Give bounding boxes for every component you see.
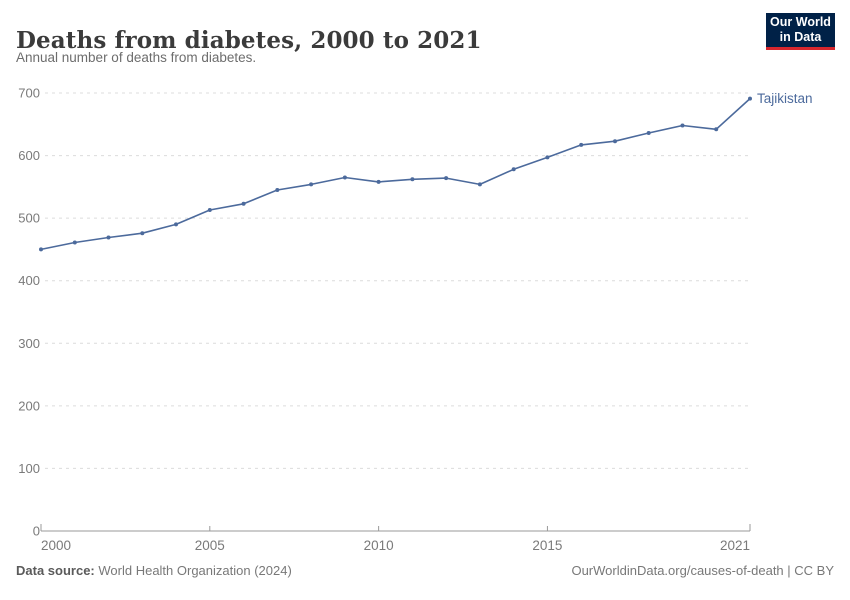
data-point[interactable] (410, 177, 415, 182)
data-point[interactable] (680, 123, 685, 128)
series-line[interactable] (40, 97, 751, 251)
data-source-value: World Health Organization (2024) (98, 563, 292, 578)
owid-logo-line2: in Data (779, 30, 822, 44)
y-tick-label: 400 (18, 273, 40, 288)
data-point[interactable] (613, 139, 617, 144)
y-tick-label: 300 (18, 336, 40, 351)
y-tick-label: 0 (33, 524, 40, 539)
data-point[interactable] (748, 96, 752, 101)
x-tick-label: 2005 (195, 538, 225, 553)
owid-logo[interactable]: Our World in Data (766, 13, 835, 50)
data-point[interactable] (106, 235, 111, 240)
chart-footer: Data source: World Health Organization (… (0, 563, 850, 578)
data-point[interactable] (39, 247, 43, 252)
data-point[interactable] (646, 131, 651, 135)
data-source: Data source: World Health Organization (… (16, 563, 292, 578)
data-point[interactable] (444, 176, 449, 181)
data-point[interactable] (140, 231, 145, 236)
y-tick-label: 100 (18, 461, 40, 476)
data-point[interactable] (275, 188, 280, 192)
data-point[interactable] (241, 201, 246, 206)
owid-logo-line1: Our World (770, 14, 831, 29)
data-point[interactable] (174, 222, 178, 227)
x-tick-label: 2021 (720, 538, 750, 553)
y-tick-label: 600 (18, 148, 40, 163)
data-source-label: Data source: (16, 563, 95, 578)
data-point[interactable] (477, 182, 482, 187)
entity-label[interactable]: Tajikistan (757, 91, 813, 106)
data-point[interactable] (72, 240, 77, 245)
data-point[interactable] (309, 182, 314, 187)
data-point[interactable] (376, 179, 381, 184)
data-point[interactable] (511, 167, 516, 172)
data-point[interactable] (342, 175, 347, 180)
y-tick-label: 500 (18, 211, 40, 226)
data-point[interactable] (207, 208, 212, 212)
x-tick-label: 2010 (364, 538, 394, 553)
credit-link[interactable]: OurWorldinData.org/causes-of-death | CC … (571, 563, 834, 578)
y-tick-label: 200 (18, 398, 40, 413)
page-subtitle: Annual number of deaths from diabetes. (16, 50, 257, 65)
y-tick-label: 700 (18, 86, 40, 101)
x-tick-label: 2000 (41, 538, 71, 553)
page-title: Deaths from diabetes, 2000 to 2021 (16, 27, 482, 55)
x-tick-label: 2015 (532, 538, 562, 553)
data-point[interactable] (714, 127, 719, 132)
data-point[interactable] (545, 155, 550, 160)
data-point[interactable] (579, 142, 584, 147)
